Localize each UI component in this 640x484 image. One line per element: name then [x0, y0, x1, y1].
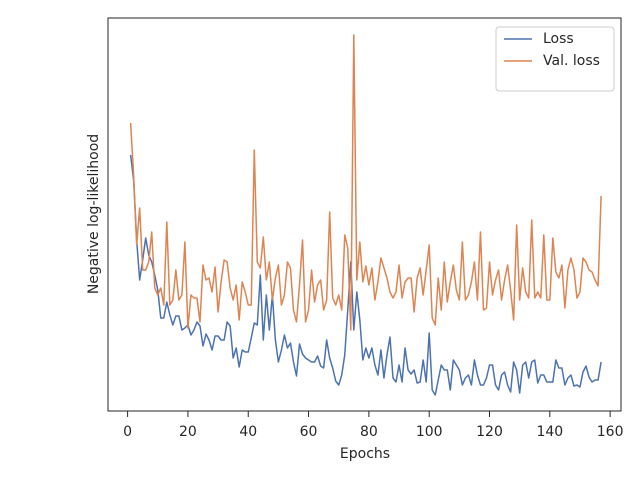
x-tick-label: 0: [123, 424, 132, 440]
line-series: [129, 34, 602, 331]
plot-frame: [107, 17, 622, 412]
x-axis-label: Epochs: [340, 446, 390, 462]
x-tick-label: 160: [597, 424, 624, 440]
x-tick-label: 140: [536, 424, 563, 440]
x-tick-label: 60: [300, 424, 318, 440]
x-tick-label: 40: [239, 424, 257, 440]
x-tick-label: 100: [416, 424, 443, 440]
x-tick-label: 80: [360, 424, 378, 440]
x-tick-label: 120: [476, 424, 503, 440]
line-series: [129, 154, 602, 396]
x-tick-label: 20: [179, 424, 197, 440]
legend-box: [495, 26, 615, 92]
legend-label: Loss: [543, 31, 574, 47]
y-axis-label: Negative log-likelihood: [86, 134, 102, 294]
legend-label: Val. loss: [543, 53, 600, 69]
